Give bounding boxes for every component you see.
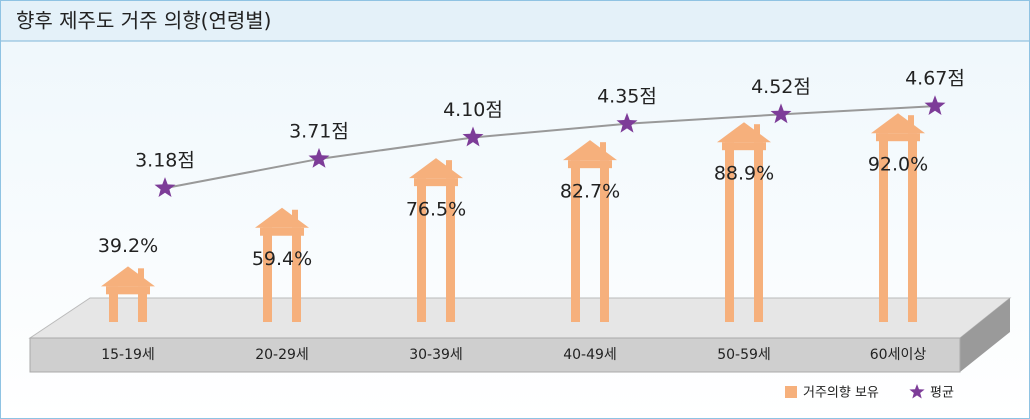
platform-front xyxy=(29,337,961,373)
line xyxy=(164,105,936,190)
house-part xyxy=(417,178,426,322)
x-tick-label: 20-29세 xyxy=(255,347,309,363)
chart-title: 향후 제주도 거주 의향(연령별) xyxy=(16,9,271,33)
house-part xyxy=(101,266,155,287)
house-part xyxy=(260,227,304,236)
house-part xyxy=(722,142,766,151)
house-part xyxy=(908,115,914,128)
house-part xyxy=(725,142,734,322)
house-part xyxy=(106,286,150,295)
legend-label: 거주의향 보유 xyxy=(803,386,879,401)
platform-side xyxy=(960,298,1010,372)
house-part xyxy=(879,133,888,322)
x-tick-label: 60세이상 xyxy=(870,347,927,363)
value-label: 3.71점 xyxy=(289,120,349,142)
value-label: 4.35점 xyxy=(597,85,657,107)
platform-top xyxy=(28,297,1012,339)
x-tick-label: 30-39세 xyxy=(409,347,463,363)
value-label: 4.10점 xyxy=(443,99,503,121)
house xyxy=(871,113,925,322)
value-label: 82.7% xyxy=(560,181,620,203)
house xyxy=(101,266,155,322)
legend-label: 평균 xyxy=(930,386,954,401)
value-label: 4.67점 xyxy=(905,68,965,90)
house-part xyxy=(138,286,147,322)
star-marker xyxy=(770,103,792,124)
house-part xyxy=(446,178,455,322)
value-label: 39.2% xyxy=(98,235,158,257)
house-part xyxy=(292,227,301,322)
x-tick-label: 50-59세 xyxy=(717,347,771,363)
title-bar xyxy=(1,1,1029,41)
value-label: 59.4% xyxy=(252,248,312,270)
house-part xyxy=(571,160,580,322)
value-label: 76.5% xyxy=(406,199,466,221)
house-part xyxy=(255,207,309,228)
house-part xyxy=(600,142,606,155)
star-marker xyxy=(616,112,638,133)
x-tick-label: 15-19세 xyxy=(101,347,155,363)
value-label: 3.18점 xyxy=(135,150,195,172)
house-part xyxy=(717,122,771,143)
legend-swatch xyxy=(785,386,797,398)
house-part xyxy=(563,140,617,161)
house-part xyxy=(138,268,144,281)
value-label: 4.52점 xyxy=(751,76,811,98)
house-part xyxy=(292,209,298,222)
star-marker xyxy=(154,177,176,197)
star-marker xyxy=(308,147,330,168)
value-label: 92.0% xyxy=(868,154,928,176)
x-tick-label: 40-49세 xyxy=(563,347,617,363)
house-part xyxy=(876,133,920,142)
house xyxy=(717,122,771,322)
house-part xyxy=(446,160,452,173)
value-label: 88.9% xyxy=(714,163,774,185)
house-part xyxy=(109,286,118,322)
house xyxy=(255,207,309,322)
house-part xyxy=(568,160,612,169)
house-part xyxy=(414,178,458,187)
star-marker xyxy=(924,95,946,115)
house-part xyxy=(263,227,272,322)
house-part xyxy=(754,124,760,137)
house-part xyxy=(409,158,463,179)
star-marker xyxy=(462,126,484,147)
house-part xyxy=(871,113,925,134)
house-part xyxy=(754,142,763,322)
house xyxy=(409,158,463,322)
legend-swatch xyxy=(909,384,925,399)
house xyxy=(563,140,617,322)
house-part xyxy=(600,160,609,322)
house-part xyxy=(908,133,917,322)
